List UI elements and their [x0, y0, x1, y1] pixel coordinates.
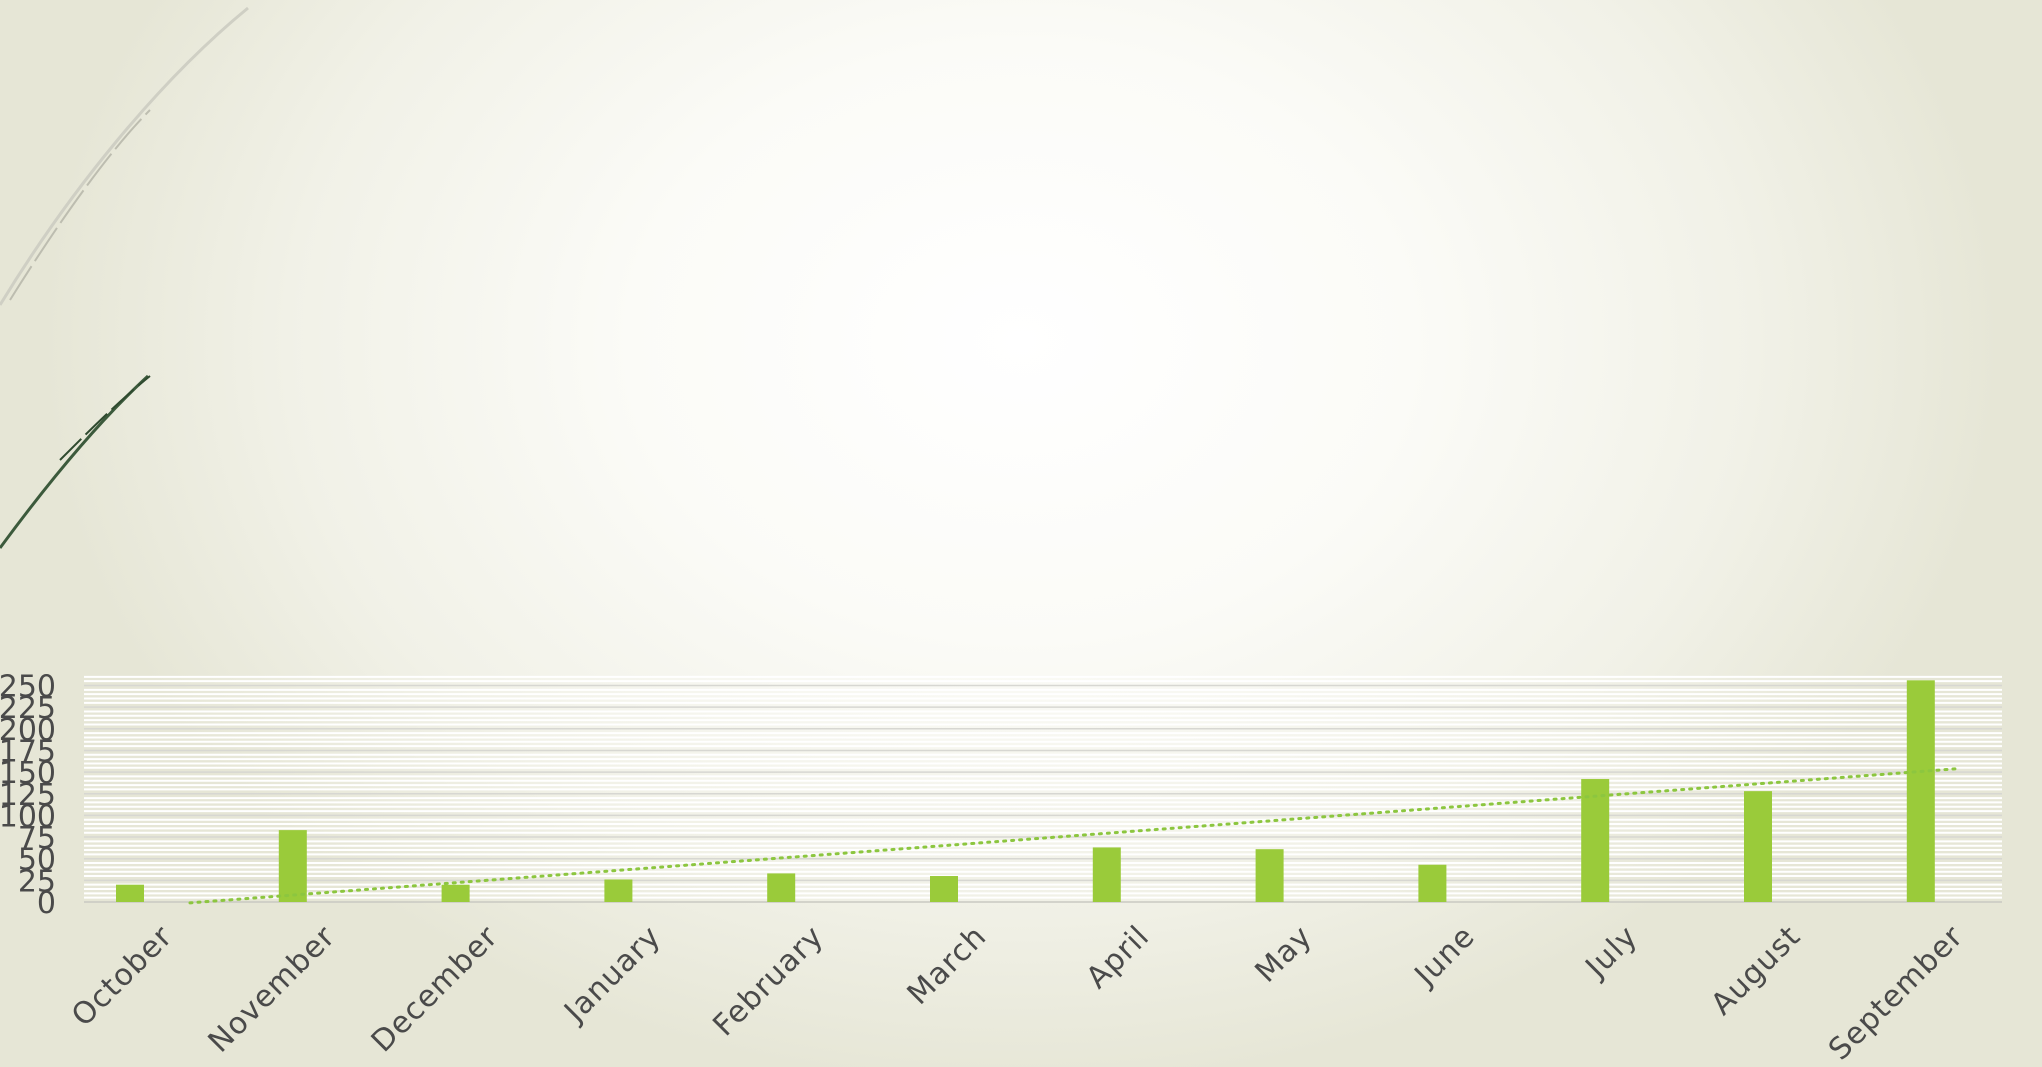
y-tick-label: 25 — [18, 864, 56, 899]
y-tick-label: 250 — [0, 670, 56, 705]
y-tick-label: 225 — [0, 691, 56, 726]
y-tick-label: 125 — [0, 778, 56, 813]
bar-november — [278, 830, 307, 902]
y-tick-label: 75 — [18, 821, 56, 856]
bar-january — [604, 879, 633, 902]
bar-july — [1581, 779, 1610, 902]
x-tick-label: February — [706, 919, 830, 1043]
bar-april — [1092, 847, 1121, 902]
trendline — [188, 767, 1960, 905]
x-tick-label: July — [1578, 919, 1645, 986]
x-tick-label: October — [65, 919, 180, 1034]
x-tick-label: June — [1407, 919, 1482, 994]
x-tick-label: September — [1822, 919, 1970, 1067]
y-tick-label: 0 — [37, 886, 56, 921]
x-tick-label: May — [1249, 919, 1320, 990]
y-tick-label: 100 — [0, 799, 56, 834]
bar-series — [116, 680, 1935, 902]
decorative-swoosh — [0, 6, 249, 549]
y-tick-label: 200 — [0, 713, 56, 748]
x-tick-label: March — [901, 919, 994, 1012]
bar-may — [1255, 849, 1284, 902]
major-gridlines — [84, 684, 2002, 903]
bar-august — [1744, 791, 1772, 902]
x-tick-label: November — [202, 919, 343, 1060]
x-tick-label: August — [1704, 919, 1807, 1022]
x-tick-label: January — [557, 919, 669, 1031]
bar-december — [441, 884, 470, 902]
y-tick-label: 50 — [18, 843, 56, 878]
bar-september — [1906, 680, 1935, 902]
bar-october — [116, 884, 144, 902]
trendline-layer — [188, 767, 1960, 905]
x-tick-label: December — [365, 919, 505, 1059]
bar-june — [1418, 864, 1447, 902]
minor-gridlines — [84, 675, 2002, 899]
y-tick-label: 175 — [0, 734, 56, 769]
bar-february — [767, 873, 796, 902]
y-tick-label: 150 — [0, 756, 56, 791]
x-tick-label: April — [1080, 919, 1157, 996]
x-axis: October November December January February Ma… — [65, 919, 1970, 1067]
bar-march — [930, 876, 958, 902]
